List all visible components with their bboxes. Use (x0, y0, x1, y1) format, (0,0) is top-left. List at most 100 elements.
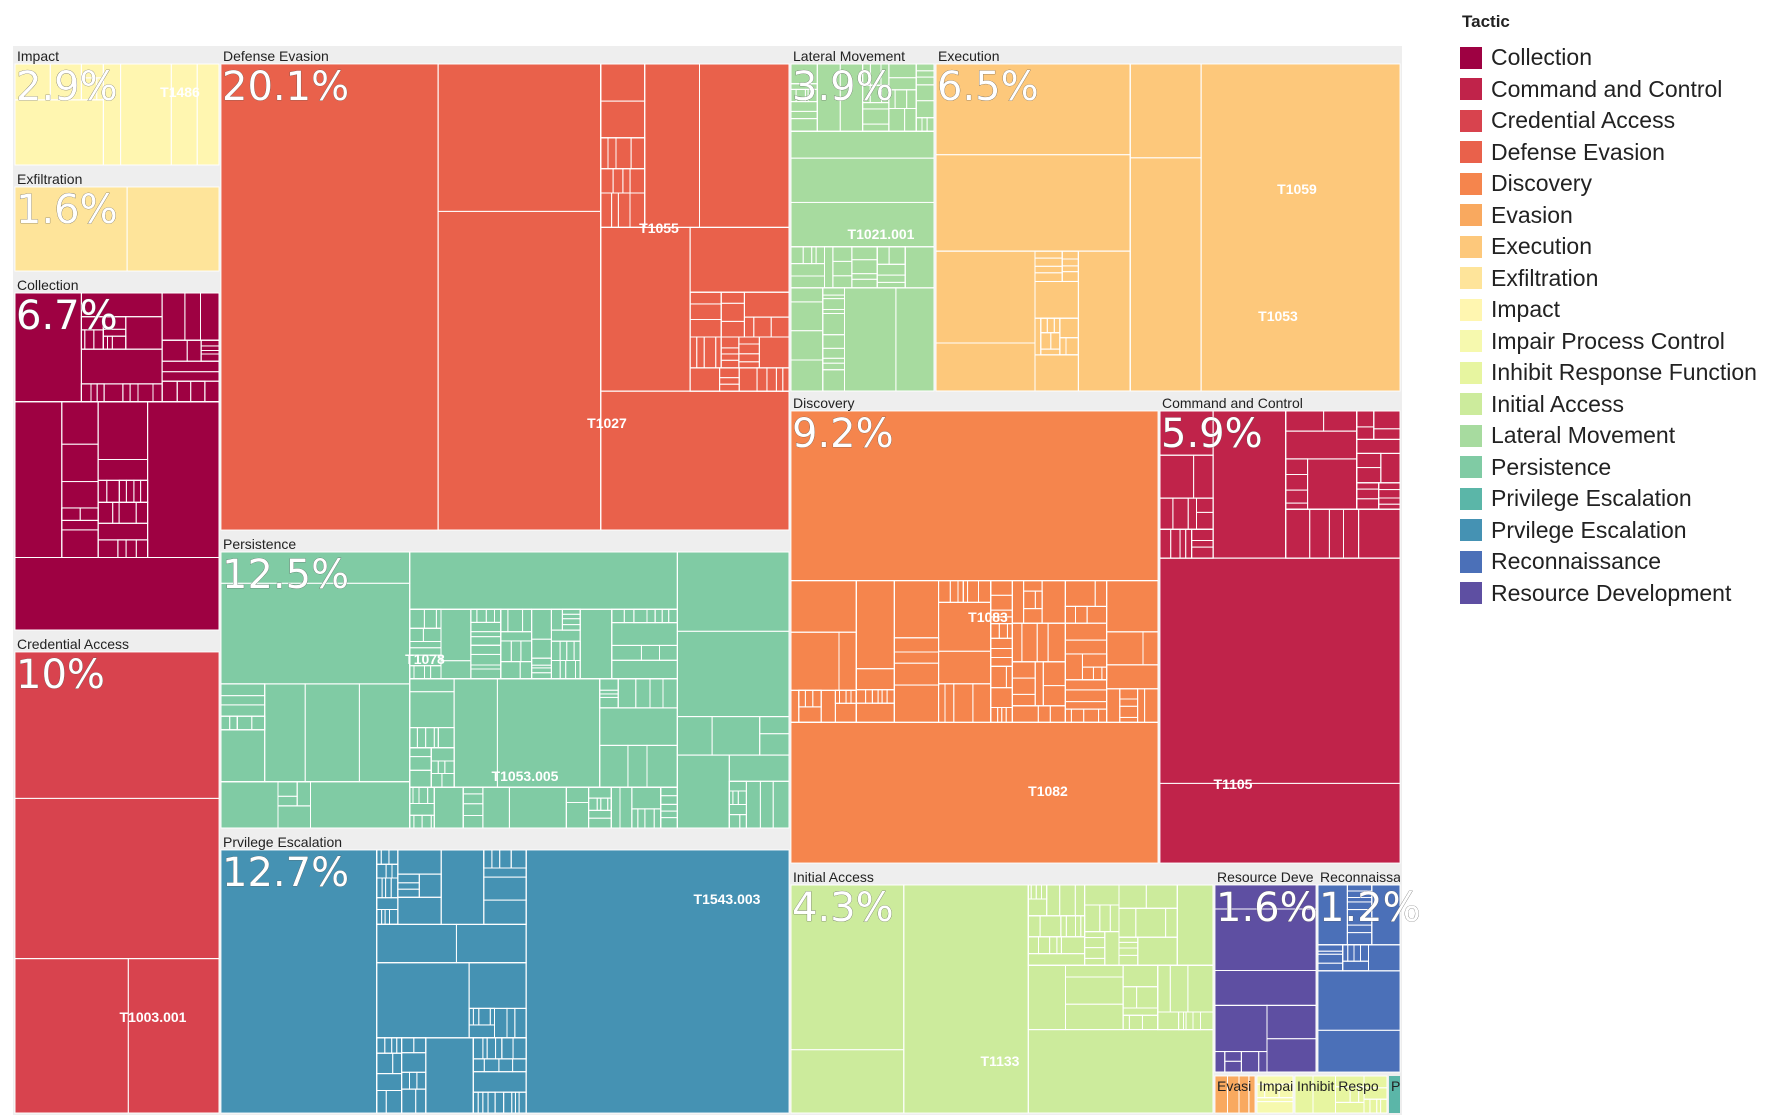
legend-swatch (1460, 298, 1482, 321)
tactic-header (791, 395, 1158, 411)
legend-item[interactable]: Resource Development (1460, 578, 1780, 610)
tactic-header (936, 48, 1400, 64)
technique-cell[interactable] (196, 63, 220, 166)
legend-label: Inhibit Response Function (1491, 359, 1757, 386)
technique-cell[interactable] (790, 721, 1159, 864)
tactic-percent: 20.1% (222, 64, 349, 110)
legend-item[interactable]: Privilege Escalation (1460, 483, 1780, 515)
legend-swatch (1460, 487, 1482, 510)
tactic-header (15, 277, 219, 293)
technique-cell[interactable] (1317, 1029, 1401, 1073)
tactic-body[interactable] (1257, 1076, 1293, 1113)
legend-title: Tactic (1462, 12, 1510, 31)
tactic-group[interactable]: Pri (1389, 1076, 1408, 1113)
tactic-label: Exfiltration (17, 171, 82, 187)
tactic-header (1215, 869, 1316, 885)
legend-item[interactable]: Impair Process Control (1460, 326, 1780, 358)
legend-item[interactable]: Persistence (1460, 452, 1780, 484)
tactic-body[interactable] (936, 64, 1400, 391)
legend-item[interactable]: Impact (1460, 294, 1780, 326)
legend-item[interactable]: Inhibit Response Function (1460, 357, 1780, 389)
technique-cell[interactable] (772, 780, 790, 829)
technique-cell[interactable] (1248, 1075, 1256, 1114)
technique-label: T1082 (1028, 783, 1068, 799)
legend: Tactic Collection Command and Control Cred… (1460, 10, 1780, 609)
tactic-body[interactable] (1215, 1076, 1255, 1113)
tactic-body[interactable] (221, 64, 789, 530)
legend-item[interactable]: Execution (1460, 231, 1780, 263)
legend-item[interactable]: Command and Control (1460, 74, 1780, 106)
technique-cell[interactable] (1200, 63, 1401, 392)
tactic-header (221, 536, 789, 552)
technique-label: T1021.001 (848, 226, 915, 242)
tactic-body[interactable] (791, 885, 1213, 1113)
technique-cell[interactable] (600, 390, 790, 531)
treemap-chart: Impact 2.9% T1486 Exfiltration 1.6% Collectio… (13, 46, 1420, 1115)
technique-cell[interactable] (895, 287, 935, 392)
tactic-body[interactable] (15, 293, 219, 630)
legend-label: Persistence (1491, 453, 1612, 480)
legend-item[interactable]: Lateral Movement (1460, 420, 1780, 452)
tactic-header (15, 48, 219, 64)
technique-cell[interactable] (1380, 1098, 1388, 1114)
technique-cell[interactable] (1256, 1101, 1294, 1114)
legend-item[interactable]: Discovery (1460, 168, 1780, 200)
legend-item[interactable]: Defense Evasion (1460, 137, 1780, 169)
tactic-body[interactable] (15, 64, 219, 165)
legend-swatch (1460, 550, 1482, 573)
tactic-header (1160, 395, 1400, 411)
tactic-body[interactable] (15, 187, 219, 271)
technique-cell[interactable] (1266, 1038, 1317, 1073)
tactic-percent: 12.5% (222, 552, 349, 598)
tactic-label: Resource Deve (1217, 869, 1314, 885)
tactic-percent: 2.9% (16, 64, 118, 110)
tactic-group[interactable]: Evasi (1214, 1075, 1256, 1114)
legend-label: Collection (1491, 44, 1592, 71)
tactic-body[interactable] (1160, 411, 1400, 863)
technique-cell[interactable] (1159, 782, 1401, 864)
technique-label: T1003.001 (120, 1009, 187, 1025)
technique-cell[interactable] (126, 186, 220, 272)
legend-item[interactable]: Credential Access (1460, 105, 1780, 137)
technique-label: T1053.005 (492, 768, 559, 784)
technique-label: T1133 (981, 1053, 1020, 1069)
tactic-body[interactable] (1295, 1076, 1387, 1113)
tactic-body[interactable] (1389, 1076, 1400, 1113)
tactic-label: Initial Access (793, 869, 874, 885)
tactic-header (15, 636, 219, 652)
tactic-body[interactable] (1215, 885, 1316, 1072)
tactic-group[interactable]: Inhibit Respo (1294, 1075, 1388, 1114)
tactic-header (1318, 869, 1400, 885)
technique-cell[interactable] (525, 849, 790, 1114)
tactic-percent: 4.3% (792, 885, 894, 931)
technique-cell[interactable] (14, 557, 220, 631)
tactic-body[interactable] (1318, 885, 1400, 1072)
tactic-body[interactable] (791, 411, 1158, 863)
tactic-group[interactable]: Impai (1256, 1075, 1294, 1114)
technique-cell[interactable] (127, 958, 220, 1114)
tactic-body[interactable] (15, 652, 219, 1113)
legend-item[interactable]: Prvilege Escalation (1460, 515, 1780, 547)
legend-swatch (1460, 424, 1482, 447)
tactic-body[interactable] (221, 850, 789, 1113)
legend-item[interactable]: Reconnaissance (1460, 546, 1780, 578)
legend-item[interactable]: Evasion (1460, 200, 1780, 232)
technique-cell[interactable] (1027, 1029, 1214, 1114)
legend-item[interactable]: Exfiltration (1460, 263, 1780, 295)
legend-item[interactable]: Initial Access (1460, 389, 1780, 421)
legend-item[interactable]: Collection (1460, 42, 1780, 74)
